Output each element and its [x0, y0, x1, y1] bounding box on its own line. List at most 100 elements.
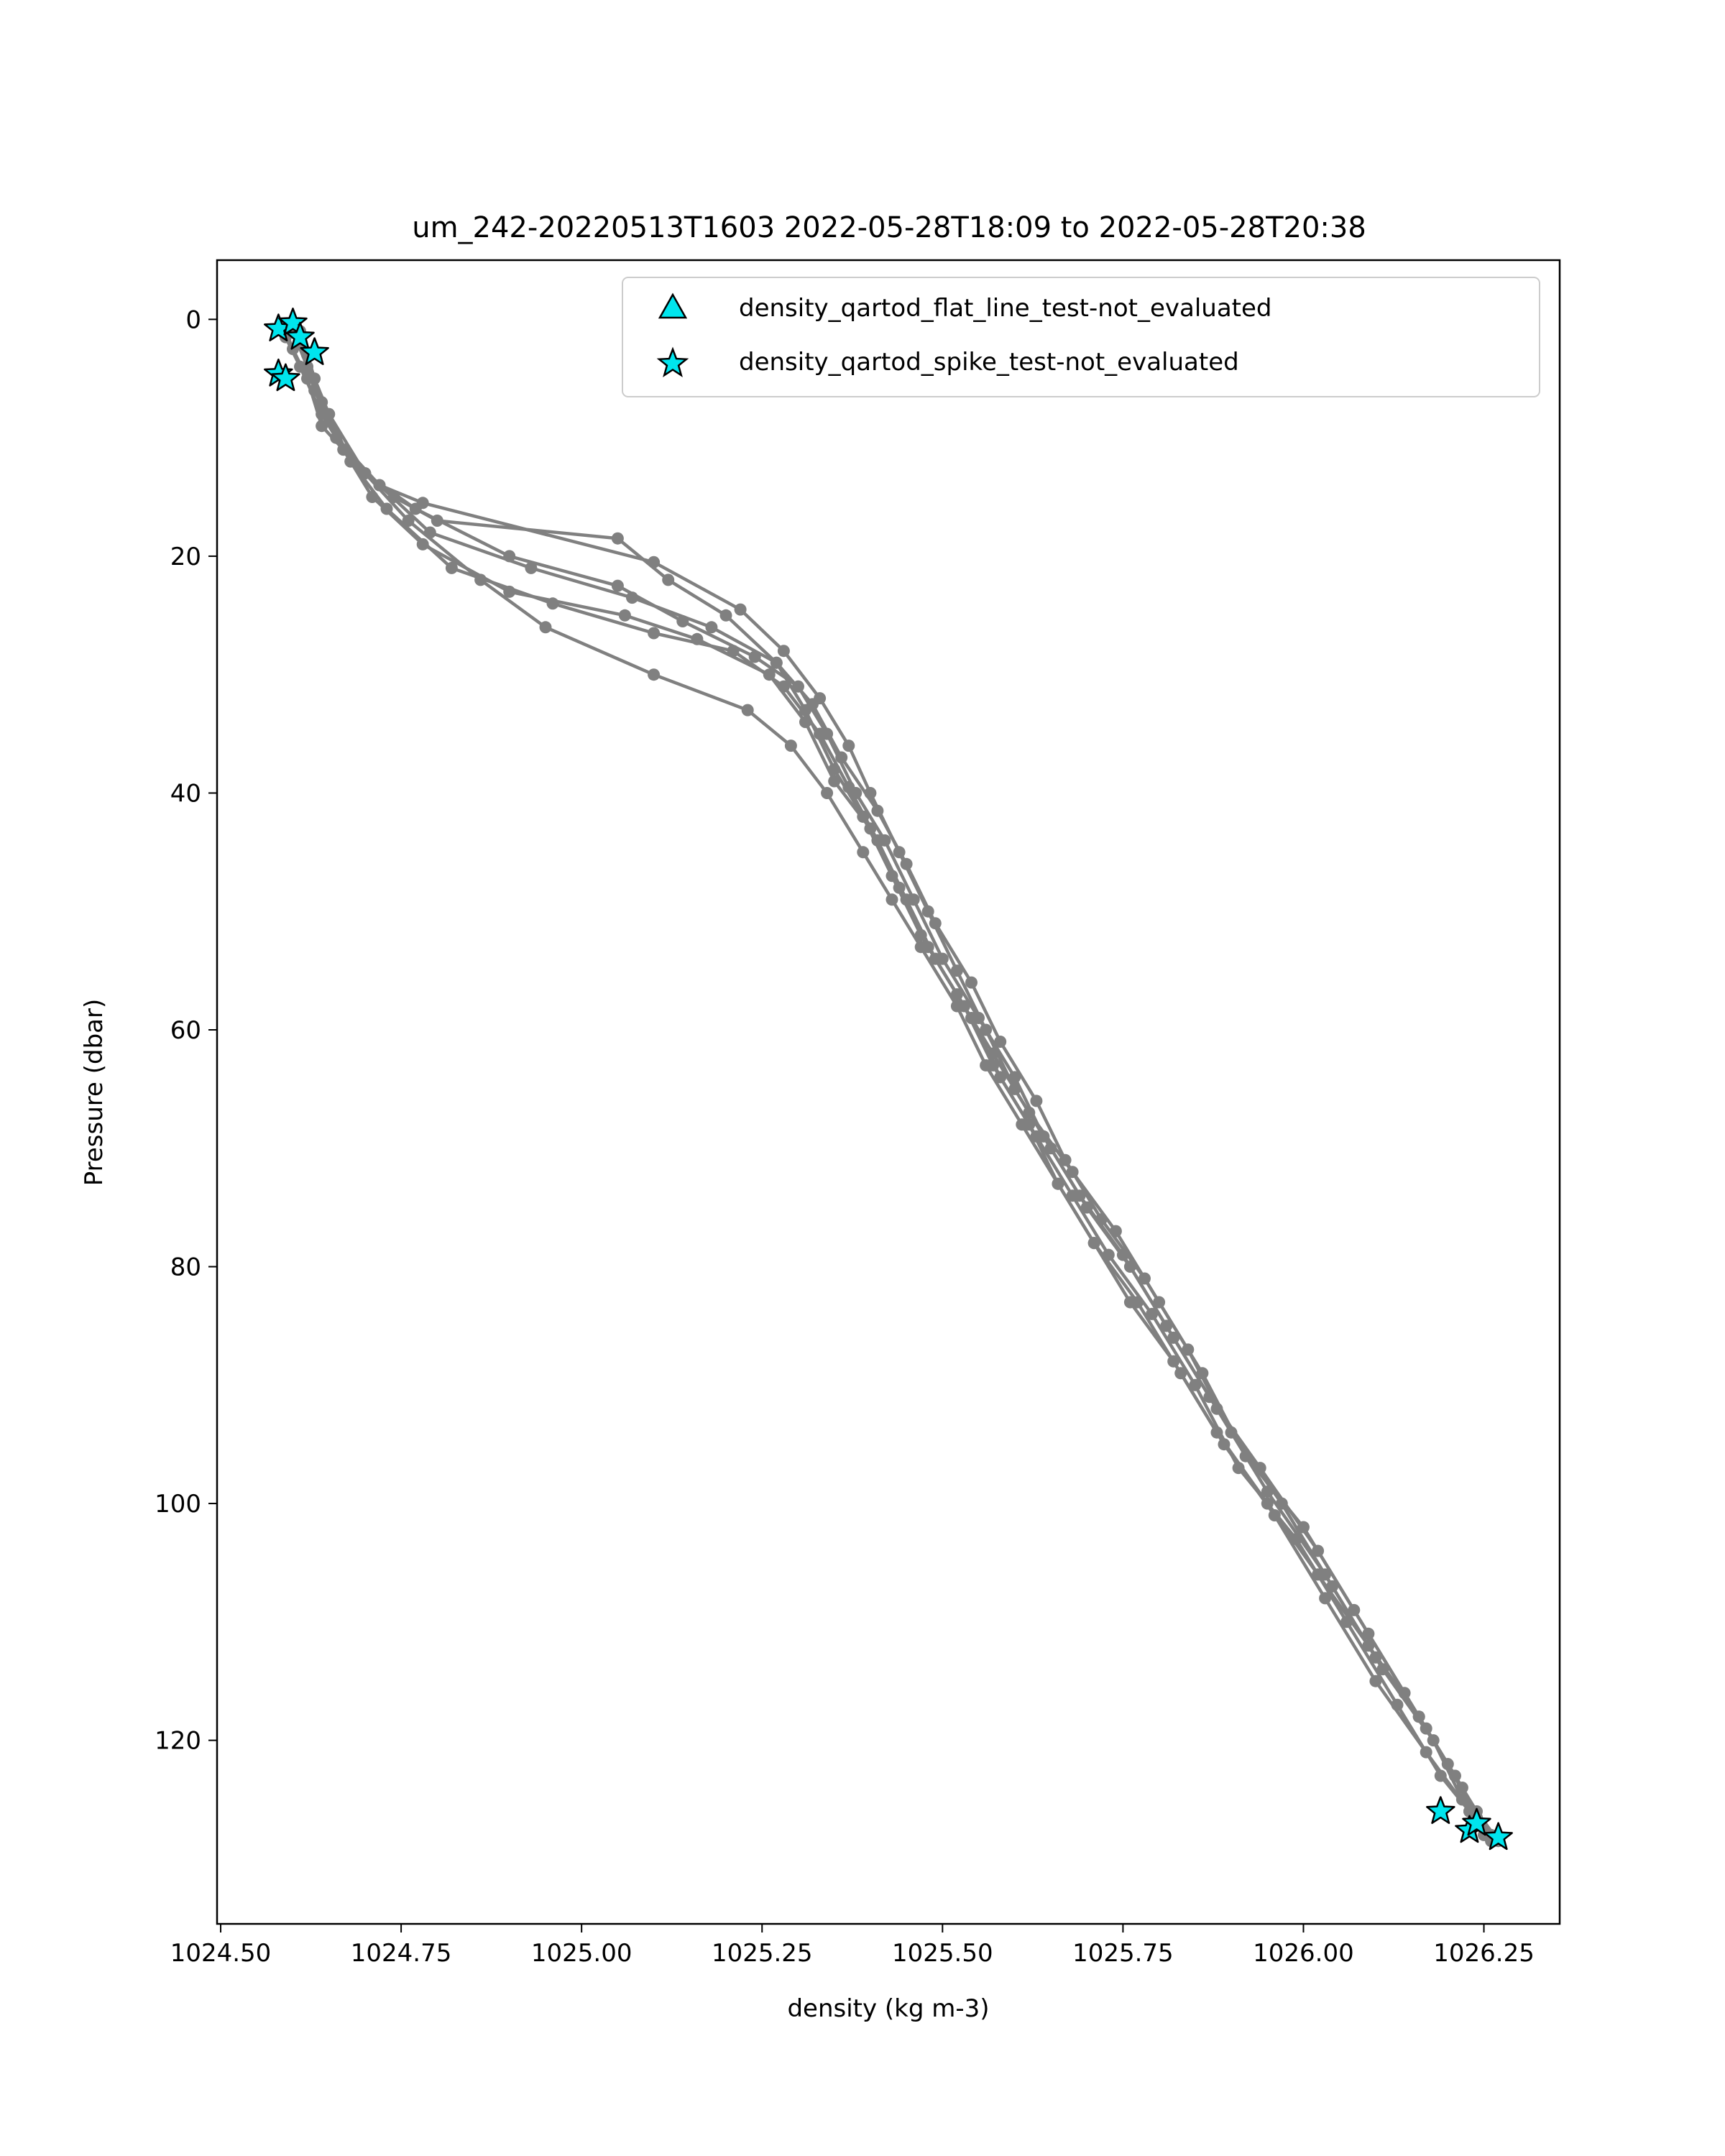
profile-point: [814, 727, 827, 740]
profile-point: [316, 420, 328, 433]
y-axis-label: Pressure (dbar): [80, 999, 109, 1187]
profile-point: [416, 538, 429, 550]
profile-point: [705, 621, 718, 634]
profile-point: [1448, 1769, 1461, 1782]
legend-label-flat-line: density_qartod_flat_line_test-not_evalua…: [739, 294, 1272, 323]
profile-point: [950, 964, 963, 977]
profile-point: [626, 591, 638, 604]
y-tick-label: 60: [170, 1016, 201, 1045]
profile-point: [784, 740, 797, 752]
profile-point: [914, 941, 927, 954]
x-tick-label: 1025.75: [1072, 1939, 1174, 1968]
profile-point: [900, 893, 913, 906]
legend-frame: [622, 277, 1540, 397]
spike-test-star-marker: [300, 337, 329, 365]
y-tick-label: 20: [170, 543, 201, 571]
profile-point: [1030, 1130, 1043, 1143]
profile-point: [980, 1059, 993, 1072]
profile-point: [380, 502, 393, 515]
profile-point: [886, 893, 898, 906]
profile-point: [1087, 1237, 1100, 1250]
x-tick-label: 1026.00: [1253, 1939, 1354, 1968]
profile-point: [1030, 1095, 1043, 1107]
profile-point: [546, 597, 559, 610]
profile-point: [1095, 1213, 1108, 1226]
profile-point: [994, 1036, 1007, 1048]
profile-point: [1138, 1272, 1151, 1285]
y-tick-label: 100: [155, 1490, 201, 1519]
profile-point: [1391, 1698, 1404, 1711]
profile-point: [648, 668, 661, 681]
profile-point: [1362, 1627, 1375, 1640]
profile-point: [323, 407, 336, 420]
profile-point: [770, 656, 783, 669]
profile-point: [445, 561, 458, 574]
profile-point: [1210, 1426, 1223, 1439]
profile-point: [821, 787, 834, 799]
y-tick-label: 120: [155, 1727, 201, 1756]
y-tick-label: 0: [185, 305, 201, 334]
profile-7: [287, 325, 1505, 1848]
spike-test-star-marker: [278, 308, 308, 336]
profile-point: [835, 751, 848, 764]
x-axis: 1024.50 1024.75 1025.00 1025.25 1025.50 1025.…: [170, 1924, 1535, 1968]
profile-point: [1312, 1568, 1325, 1581]
profile-point: [900, 857, 913, 870]
spike-test-star-marker: [1462, 1807, 1491, 1836]
profile-point: [719, 609, 732, 622]
profile-point: [539, 621, 552, 634]
profile-point: [777, 680, 790, 693]
legend-label-spike: density_qartod_spike_test-not_evaluated: [739, 348, 1239, 377]
profile-point: [734, 603, 747, 616]
profile-point: [1434, 1769, 1447, 1782]
profile-point: [727, 645, 740, 658]
profile-point: [1059, 1153, 1072, 1166]
profile-point: [828, 775, 841, 788]
profile-point: [929, 917, 942, 930]
profile-point: [525, 561, 538, 574]
profile-point: [741, 704, 754, 717]
profile-point: [474, 573, 487, 586]
profile-point: [1312, 1544, 1325, 1557]
profile-point: [1275, 1497, 1288, 1510]
profile-point: [1261, 1497, 1274, 1510]
profile-point: [871, 834, 884, 847]
x-tick-label: 1024.50: [170, 1939, 272, 1968]
profile-point: [618, 609, 631, 622]
x-tick-label: 1025.00: [531, 1939, 632, 1968]
profile-point: [1182, 1343, 1195, 1356]
profile-point: [1362, 1639, 1375, 1652]
profile-point: [806, 698, 819, 711]
profile-point: [842, 740, 855, 752]
y-tick-label: 80: [170, 1253, 201, 1282]
profile-point: [301, 360, 313, 373]
profile-point: [929, 952, 942, 965]
profile-point: [1167, 1355, 1180, 1368]
profile-point: [1102, 1248, 1115, 1261]
spike-test-star-marker: [285, 321, 315, 350]
profile-point: [611, 579, 624, 592]
profile-point: [842, 780, 855, 793]
profile-point: [1189, 1378, 1202, 1391]
profile-point: [648, 627, 661, 640]
profile-point: [1319, 1592, 1332, 1605]
profile-point: [777, 645, 790, 658]
profile-point: [1066, 1189, 1079, 1202]
triangle-marker-icon: [658, 292, 688, 319]
profile-point: [1412, 1710, 1425, 1723]
profile-point: [402, 515, 415, 527]
spike-test-star-marker: [1484, 1822, 1513, 1851]
profile-point: [1008, 1071, 1021, 1084]
chart-title: um_242-20220513T1603 2022-05-28T18:09 to…: [412, 211, 1366, 244]
profile-point: [1123, 1296, 1136, 1309]
profile-point: [871, 804, 884, 817]
profile-point: [1052, 1177, 1064, 1190]
y-axis: 0 20 40 60 80 100 120: [155, 305, 217, 1756]
profile-point: [950, 1000, 963, 1013]
spike-test-star-marker: [271, 363, 300, 392]
x-tick-label: 1025.50: [892, 1939, 993, 1968]
flagged-points: [264, 308, 1513, 1851]
profile-point: [857, 846, 870, 859]
profile-point: [1146, 1307, 1159, 1320]
